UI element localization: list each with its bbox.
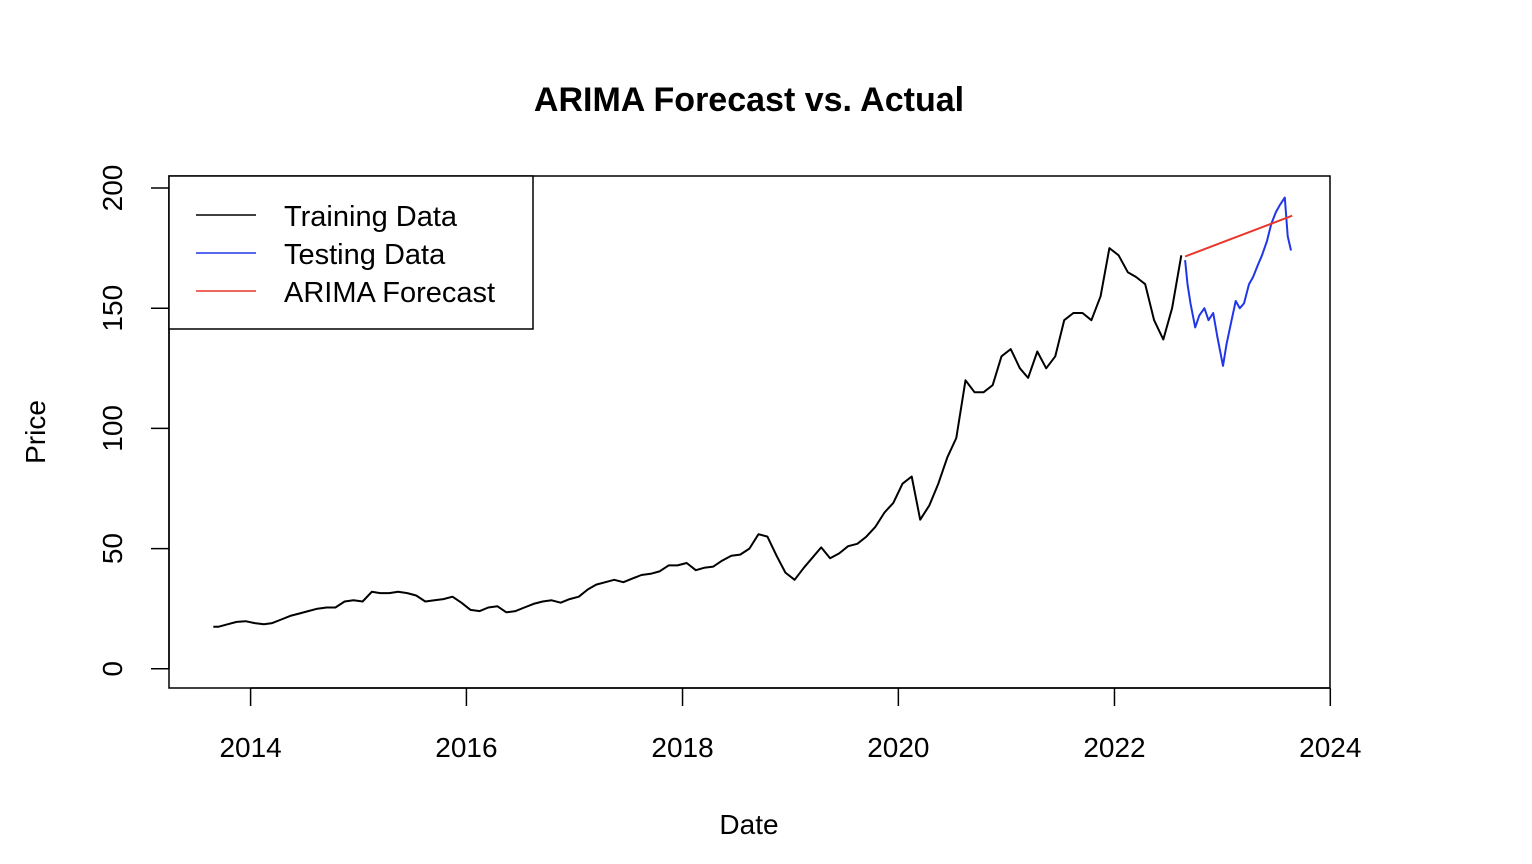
arima-forecast-line [1184,214,1293,258]
y-tick-label-50: 50 [97,533,128,564]
y-tick-label-0: 0 [97,661,128,677]
chart-title: ARIMA Forecast vs. Actual [534,81,964,119]
legend: Training Data Testing Data ARIMA Forecas… [168,175,534,330]
series-layer [213,196,1293,628]
y-tick-label-150: 150 [97,285,128,332]
x-tick-label-2016: 2016 [435,732,497,763]
legend-label-testing: Testing Data [284,239,446,271]
y-tick-label-100: 100 [97,405,128,452]
legend-label-training: Training Data [284,201,458,233]
x-tick-label-2018: 2018 [651,732,713,763]
x-tick-label-2024: 2024 [1299,732,1361,763]
legend-label-forecast: ARIMA Forecast [284,277,495,309]
plot-frame [168,175,1331,689]
y-axis-label: Price [20,400,51,464]
x-tick-label-2022: 2022 [1083,732,1145,763]
x-tick-label-2020: 2020 [867,732,929,763]
axis-layer: 2014 2016 2018 2020 2022 2024 0 50 100 150 200 [97,165,1361,763]
training-data-line [213,247,1183,628]
x-axis-label: Date [719,809,778,840]
y-tick-label-200: 200 [97,165,128,212]
x-tick-label-2014: 2014 [219,732,281,763]
testing-data-line [1184,196,1292,367]
